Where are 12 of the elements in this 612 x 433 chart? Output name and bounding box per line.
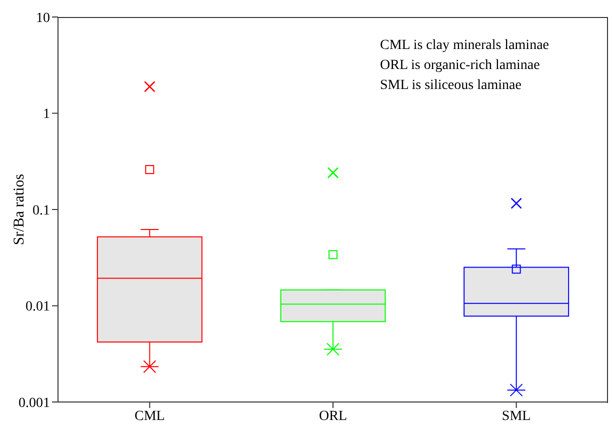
y-tick-label: 0.001: [18, 396, 50, 411]
annotation: SML is siliceous laminae: [380, 77, 522, 95]
y-tick-label: 1: [43, 107, 50, 122]
y-axis-title: Sr/Ba ratios: [11, 174, 28, 246]
y-tick-label: 0.1: [32, 203, 50, 218]
x-tick-label: ORL: [319, 408, 347, 424]
x-tick-label: SML: [502, 408, 531, 424]
y-tick-label: 10: [36, 10, 50, 26]
annotation: CML is clay minerals laminae: [380, 37, 549, 55]
x-tick-label: CML: [134, 408, 165, 424]
y-tick-label: 0.01: [26, 300, 50, 315]
annotation: ORL is organic-rich laminae: [380, 57, 541, 75]
